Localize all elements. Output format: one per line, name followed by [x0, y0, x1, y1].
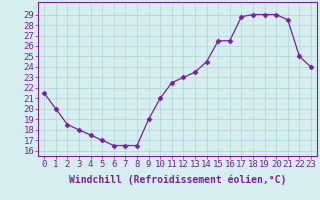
X-axis label: Windchill (Refroidissement éolien,°C): Windchill (Refroidissement éolien,°C) — [69, 175, 286, 185]
